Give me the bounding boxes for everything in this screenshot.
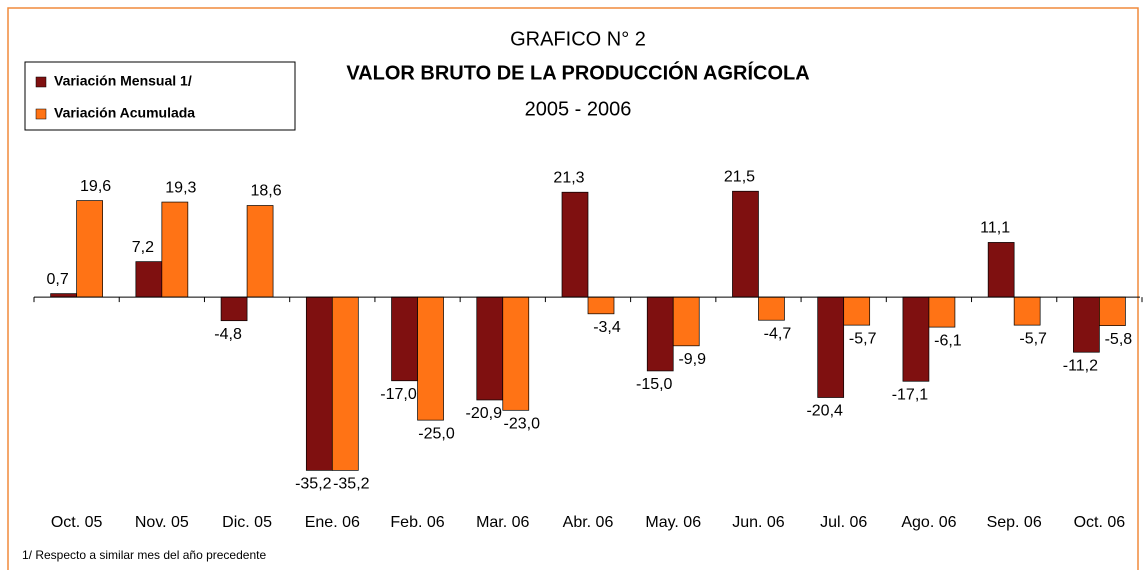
- data-label: -25,0: [418, 425, 455, 442]
- legend-label: Variación Acumulada: [54, 105, 195, 121]
- data-label: -5,8: [1105, 331, 1133, 348]
- x-tick-label: Mar. 06: [476, 514, 529, 531]
- bar: [843, 296, 871, 326]
- x-tick-label: Ene. 06: [305, 514, 360, 531]
- data-label: -17,0: [380, 386, 417, 403]
- data-label: -3,4: [593, 319, 621, 336]
- bar: [646, 296, 674, 372]
- bar: [902, 296, 930, 382]
- bar: [476, 296, 504, 401]
- x-tick-label: Abr. 06: [563, 514, 614, 531]
- chart-subtitle: VALOR BRUTO DE LA PRODUCCIÓN AGRÍCOLA: [346, 60, 809, 84]
- data-label: -20,9: [466, 405, 503, 422]
- bar: [161, 201, 189, 298]
- x-tick-label: May. 06: [645, 514, 701, 531]
- data-label: 0,7: [46, 271, 68, 288]
- bar: [50, 293, 77, 298]
- data-label: 7,2: [132, 239, 154, 256]
- x-tick-label: Ago. 06: [901, 514, 956, 531]
- bar: [417, 296, 444, 421]
- bar: [928, 296, 956, 328]
- legend: [24, 61, 296, 131]
- x-tick-label: Oct. 05: [51, 514, 103, 531]
- bar: [246, 205, 274, 298]
- bar: [220, 296, 248, 322]
- x-tick-label: Oct. 06: [1074, 514, 1126, 531]
- x-tick-label: Jul. 06: [820, 514, 867, 531]
- footnote: 1/ Respecto a similar mes del año preced…: [22, 548, 266, 562]
- data-label: -17,1: [892, 386, 929, 403]
- data-label: -5,7: [1019, 330, 1047, 347]
- bar: [76, 200, 103, 298]
- data-label: 19,6: [80, 178, 111, 195]
- bar: [135, 261, 163, 298]
- x-tick-label: Nov. 05: [135, 514, 189, 531]
- bar: [502, 296, 530, 411]
- data-label: 11,1: [980, 220, 1010, 237]
- x-tick-label: Feb. 06: [390, 514, 444, 531]
- x-tick-label: Sep. 06: [987, 514, 1042, 531]
- bar: [561, 191, 589, 298]
- data-label: -35,2: [333, 476, 370, 493]
- data-label: 21,3: [553, 169, 584, 186]
- x-tick-label: Dic. 05: [222, 514, 272, 531]
- bar: [672, 296, 700, 347]
- data-label: -23,0: [504, 416, 541, 433]
- data-label: -35,2: [295, 476, 332, 493]
- chart-period: 2005 - 2006: [525, 98, 632, 120]
- bar: [1013, 296, 1041, 326]
- bar: [587, 296, 615, 315]
- data-label: -4,8: [214, 326, 242, 343]
- bar: [817, 296, 845, 398]
- data-label: 21,5: [724, 168, 755, 185]
- legend-swatch: [35, 108, 47, 120]
- legend-label: Variación Mensual 1/: [54, 73, 192, 89]
- data-label: -5,7: [849, 330, 877, 347]
- bar: [732, 190, 759, 298]
- legend-swatch: [35, 76, 47, 88]
- bar: [1099, 296, 1126, 326]
- bar: [987, 242, 1015, 298]
- frame: [7, 7, 1139, 570]
- data-label: 19,3: [165, 179, 196, 196]
- data-label: 18,6: [251, 183, 282, 200]
- data-label: -9,9: [678, 351, 706, 368]
- data-label: -11,2: [1063, 357, 1098, 374]
- bar: [1073, 296, 1100, 353]
- bar: [331, 296, 359, 471]
- x-tick-label: Jun. 06: [732, 514, 785, 531]
- data-label: -6,1: [934, 332, 962, 349]
- data-label: -20,4: [806, 403, 843, 420]
- bar: [391, 296, 418, 382]
- bar: [305, 296, 333, 471]
- chart-title: GRAFICO N° 2: [510, 28, 646, 50]
- bar: [758, 296, 785, 321]
- data-label: -4,7: [764, 325, 792, 342]
- data-label: -15,0: [636, 376, 673, 393]
